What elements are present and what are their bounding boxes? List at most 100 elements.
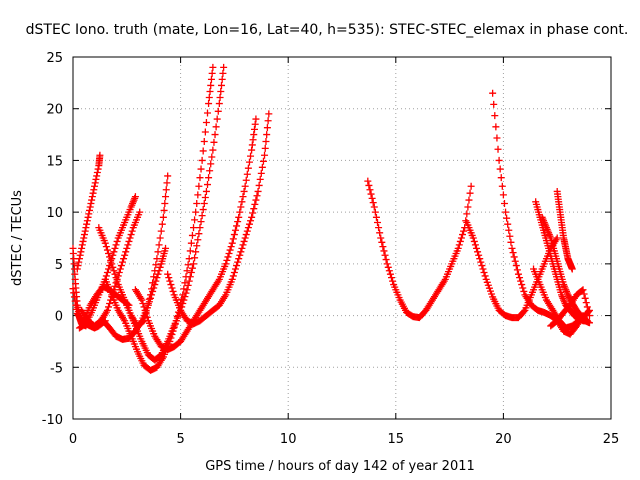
- data-point: [185, 277, 193, 285]
- data-point: [92, 175, 100, 183]
- data-point: [495, 156, 503, 164]
- data-point: [183, 267, 191, 275]
- data-point: [499, 191, 507, 199]
- data-point: [90, 186, 98, 194]
- data-point: [215, 100, 223, 108]
- data-point: [372, 213, 380, 221]
- data-point: [480, 268, 488, 276]
- data-point: [93, 168, 101, 176]
- data-arc: [131, 115, 260, 354]
- data-point: [192, 208, 200, 216]
- data-point: [505, 226, 513, 234]
- data-point: [367, 190, 375, 198]
- data-point: [124, 241, 132, 249]
- data-point: [195, 230, 203, 238]
- data-point: [199, 147, 207, 155]
- data-point: [490, 100, 498, 108]
- data-point: [208, 69, 216, 77]
- data-point: [585, 312, 593, 320]
- data-point: [109, 263, 117, 271]
- data-point: [214, 107, 222, 115]
- data-point: [69, 285, 77, 293]
- data-point: [195, 182, 203, 190]
- data-point: [193, 200, 201, 208]
- data-point: [389, 277, 397, 285]
- data-point: [471, 241, 479, 249]
- data-point: [516, 274, 524, 282]
- data-point: [245, 220, 253, 228]
- data-point: [223, 256, 231, 264]
- data-point: [378, 238, 386, 246]
- data-point: [496, 165, 504, 173]
- data-point: [456, 237, 464, 245]
- y-tick-label: 20: [46, 103, 63, 118]
- data-point: [233, 262, 241, 270]
- data-point: [581, 294, 589, 302]
- data-point: [582, 299, 590, 307]
- data-point: [244, 164, 252, 172]
- data-point: [375, 224, 383, 232]
- data-point: [236, 208, 244, 216]
- data-point: [237, 248, 245, 256]
- data-point: [568, 265, 576, 273]
- data-point: [197, 218, 205, 226]
- data-point: [96, 151, 104, 159]
- data-point: [387, 274, 395, 282]
- data-point: [192, 248, 200, 256]
- data-arc: [101, 63, 217, 374]
- data-arc: [530, 265, 593, 332]
- data-point: [245, 158, 253, 166]
- y-tick-label: 10: [46, 206, 63, 221]
- data-point: [186, 273, 194, 281]
- data-point: [179, 300, 187, 308]
- data-point: [190, 260, 198, 268]
- data-point: [208, 153, 216, 161]
- data-point: [153, 274, 161, 282]
- data-point: [234, 218, 242, 226]
- data-point: [466, 189, 474, 197]
- data-point: [141, 306, 149, 314]
- data-point: [76, 251, 84, 259]
- data-point: [74, 262, 82, 270]
- data-point: [514, 270, 522, 278]
- data-point: [166, 277, 174, 285]
- data-point: [182, 289, 190, 297]
- data-point: [474, 248, 482, 256]
- data-point: [79, 237, 87, 245]
- data-point: [455, 241, 463, 249]
- data-point: [481, 272, 489, 280]
- y-tick-label: 0: [55, 310, 63, 325]
- data-point: [205, 100, 213, 108]
- data-point: [75, 258, 83, 266]
- data-point: [204, 181, 211, 189]
- data-point: [143, 313, 151, 321]
- data-point: [222, 260, 230, 268]
- data-point: [251, 200, 259, 208]
- data-point: [183, 286, 191, 294]
- plot-frame: [72, 56, 612, 420]
- data-point: [381, 251, 389, 259]
- data-point: [80, 231, 88, 239]
- data-point: [159, 213, 167, 221]
- data-point: [585, 319, 593, 327]
- data-point: [164, 270, 172, 278]
- data-point: [258, 163, 266, 171]
- data-arc: [553, 187, 576, 273]
- data-point: [73, 305, 81, 313]
- data-point: [164, 172, 172, 180]
- data-point: [240, 237, 248, 245]
- data-point: [249, 136, 257, 144]
- data-point: [93, 172, 101, 180]
- data-point: [86, 203, 94, 211]
- data-point: [180, 285, 188, 293]
- data-point: [511, 257, 519, 265]
- data-point: [509, 249, 517, 257]
- data-point: [241, 234, 249, 242]
- data-point: [155, 267, 163, 275]
- data-point: [110, 248, 118, 256]
- data-point: [376, 229, 384, 237]
- data-point: [209, 146, 217, 154]
- data-point: [475, 251, 483, 259]
- data-point: [85, 210, 93, 218]
